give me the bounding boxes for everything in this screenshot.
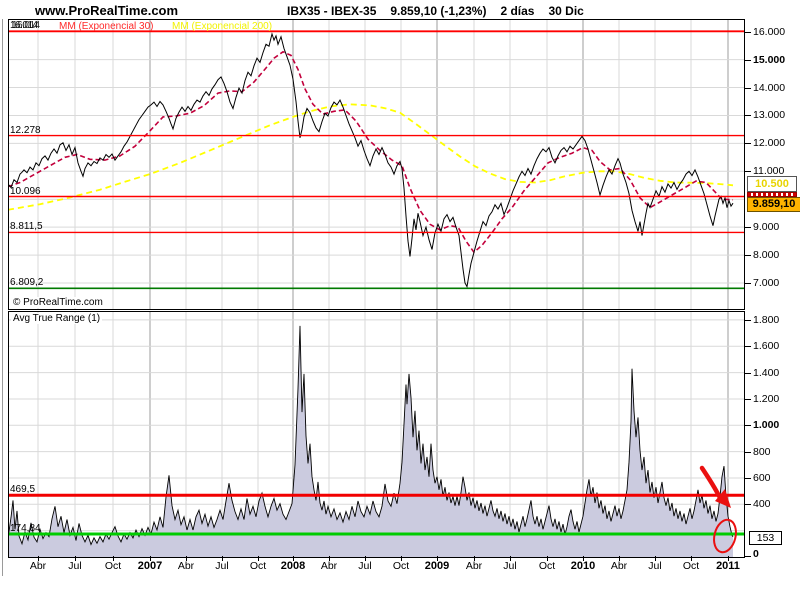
x-tick-label: Oct (249, 560, 267, 572)
atr-ytick-mark (745, 478, 751, 479)
annotation-arrowhead (715, 489, 731, 508)
x-tick-label: Jul (68, 560, 82, 572)
price-ytick-label: 8.000 (753, 249, 780, 261)
atr-ytick-label: 600 (753, 472, 771, 484)
price-ytick-label: 15.000 (753, 54, 786, 66)
atr-ytick-mark (745, 373, 751, 374)
x-tick-label: Jul (503, 560, 517, 572)
x-tick-label: 2007 (137, 560, 163, 572)
x-tick-label: 2009 (424, 560, 450, 572)
price-ytick-mark (745, 227, 751, 228)
x-tick-label: Jul (648, 560, 662, 572)
x-tick-label: 2011 (716, 560, 740, 572)
price-ytick-mark (745, 115, 751, 116)
atr-ytick-label: 400 (753, 498, 771, 510)
title-timeframe: 2 días (500, 4, 535, 18)
atr-ytick-mark (745, 346, 751, 347)
chart-title: IBX35 - IBEX-35 9.859,10 (-1,23%) 2 días 30… (287, 4, 584, 18)
title-last-price: 9.859,10 (-1,23%) (390, 4, 487, 18)
legend-ema30[interactable]: MM (Exponencial 30) (59, 21, 154, 32)
price-ytick-label: 7.000 (753, 277, 780, 289)
x-tick-label: 2010 (570, 560, 596, 572)
window-edge-line (2, 19, 3, 576)
legend-ema200[interactable]: MM (Exponencial 200) (172, 21, 273, 32)
x-tick-label: Abr (177, 560, 195, 572)
header-bar: www.ProRealTime.com IBX35 - IBEX-35 9.859… (0, 0, 800, 19)
price-chart (9, 20, 744, 309)
title-date: 30 Dic (548, 4, 584, 18)
x-tick-label: Jul (215, 560, 229, 572)
last-price-badge[interactable]: 9.859,10 (747, 197, 800, 212)
copyright-label: © ProRealTime.com (11, 297, 105, 308)
atr-ytick-mark (745, 425, 751, 426)
atr-ytick-mark (745, 556, 751, 557)
site-label: www.ProRealTime.com (35, 3, 179, 18)
x-tick-label: Abr (320, 560, 338, 572)
x-tick-label: 2008 (280, 560, 306, 572)
price-ytick-label: 16.000 (753, 26, 786, 38)
price-ytick-mark (745, 143, 751, 144)
ema30-value-badge-clipped (747, 192, 797, 197)
price-ytick-mark (745, 283, 751, 284)
x-tick-label: Abr (29, 560, 47, 572)
ema200-value-badge[interactable]: 10.500 (747, 176, 797, 192)
price-ytick-mark (745, 32, 751, 33)
price-ytick-mark (745, 255, 751, 256)
price-ytick-mark (745, 60, 751, 61)
x-tick-label: Oct (104, 560, 122, 572)
title-symbol: IBX35 - IBEX-35 (287, 4, 377, 18)
x-tick-label: Jul (358, 560, 372, 572)
price-ytick-label: 9.000 (753, 221, 780, 233)
annotation-ellipse (713, 518, 737, 554)
atr-chart (9, 312, 744, 557)
atr-ytick-mark (745, 452, 751, 453)
atr-ytick-label: 1.200 (753, 393, 780, 405)
atr-ytick-label: 1.400 (753, 367, 780, 379)
atr-ytick-label: 1.800 (753, 314, 780, 326)
price-ytick-label: 13.000 (753, 109, 786, 121)
atr-ytick-label: 800 (753, 446, 771, 458)
annotation-arrow (699, 465, 722, 499)
atr-ytick-mark (745, 504, 751, 505)
atr-ytick-label: 0 (753, 548, 759, 560)
x-tick-label: Oct (682, 560, 700, 572)
atr-ytick-label: 1.000 (753, 419, 780, 431)
atr-ytick-mark (745, 399, 751, 400)
indicator-label: Avg True Range (1) (11, 313, 103, 324)
x-tick-label: Oct (392, 560, 410, 572)
price-ytick-mark (745, 171, 751, 172)
price-panel: MM (Exponencial 30) MM (Exponencial 200)… (8, 19, 745, 310)
atr-value-badge[interactable]: 153 (749, 531, 782, 545)
x-tick-label: Abr (610, 560, 628, 572)
x-tick-label: Oct (538, 560, 556, 572)
price-ytick-mark (745, 88, 751, 89)
atr-ytick-label: 1.600 (753, 340, 780, 352)
atr-panel: Avg True Range (1) (8, 311, 745, 558)
atr-ytick-mark (745, 320, 751, 321)
price-ytick-label: 14.000 (753, 82, 786, 94)
x-tick-label: Abr (465, 560, 483, 572)
price-ytick-label: 12.000 (753, 137, 786, 149)
